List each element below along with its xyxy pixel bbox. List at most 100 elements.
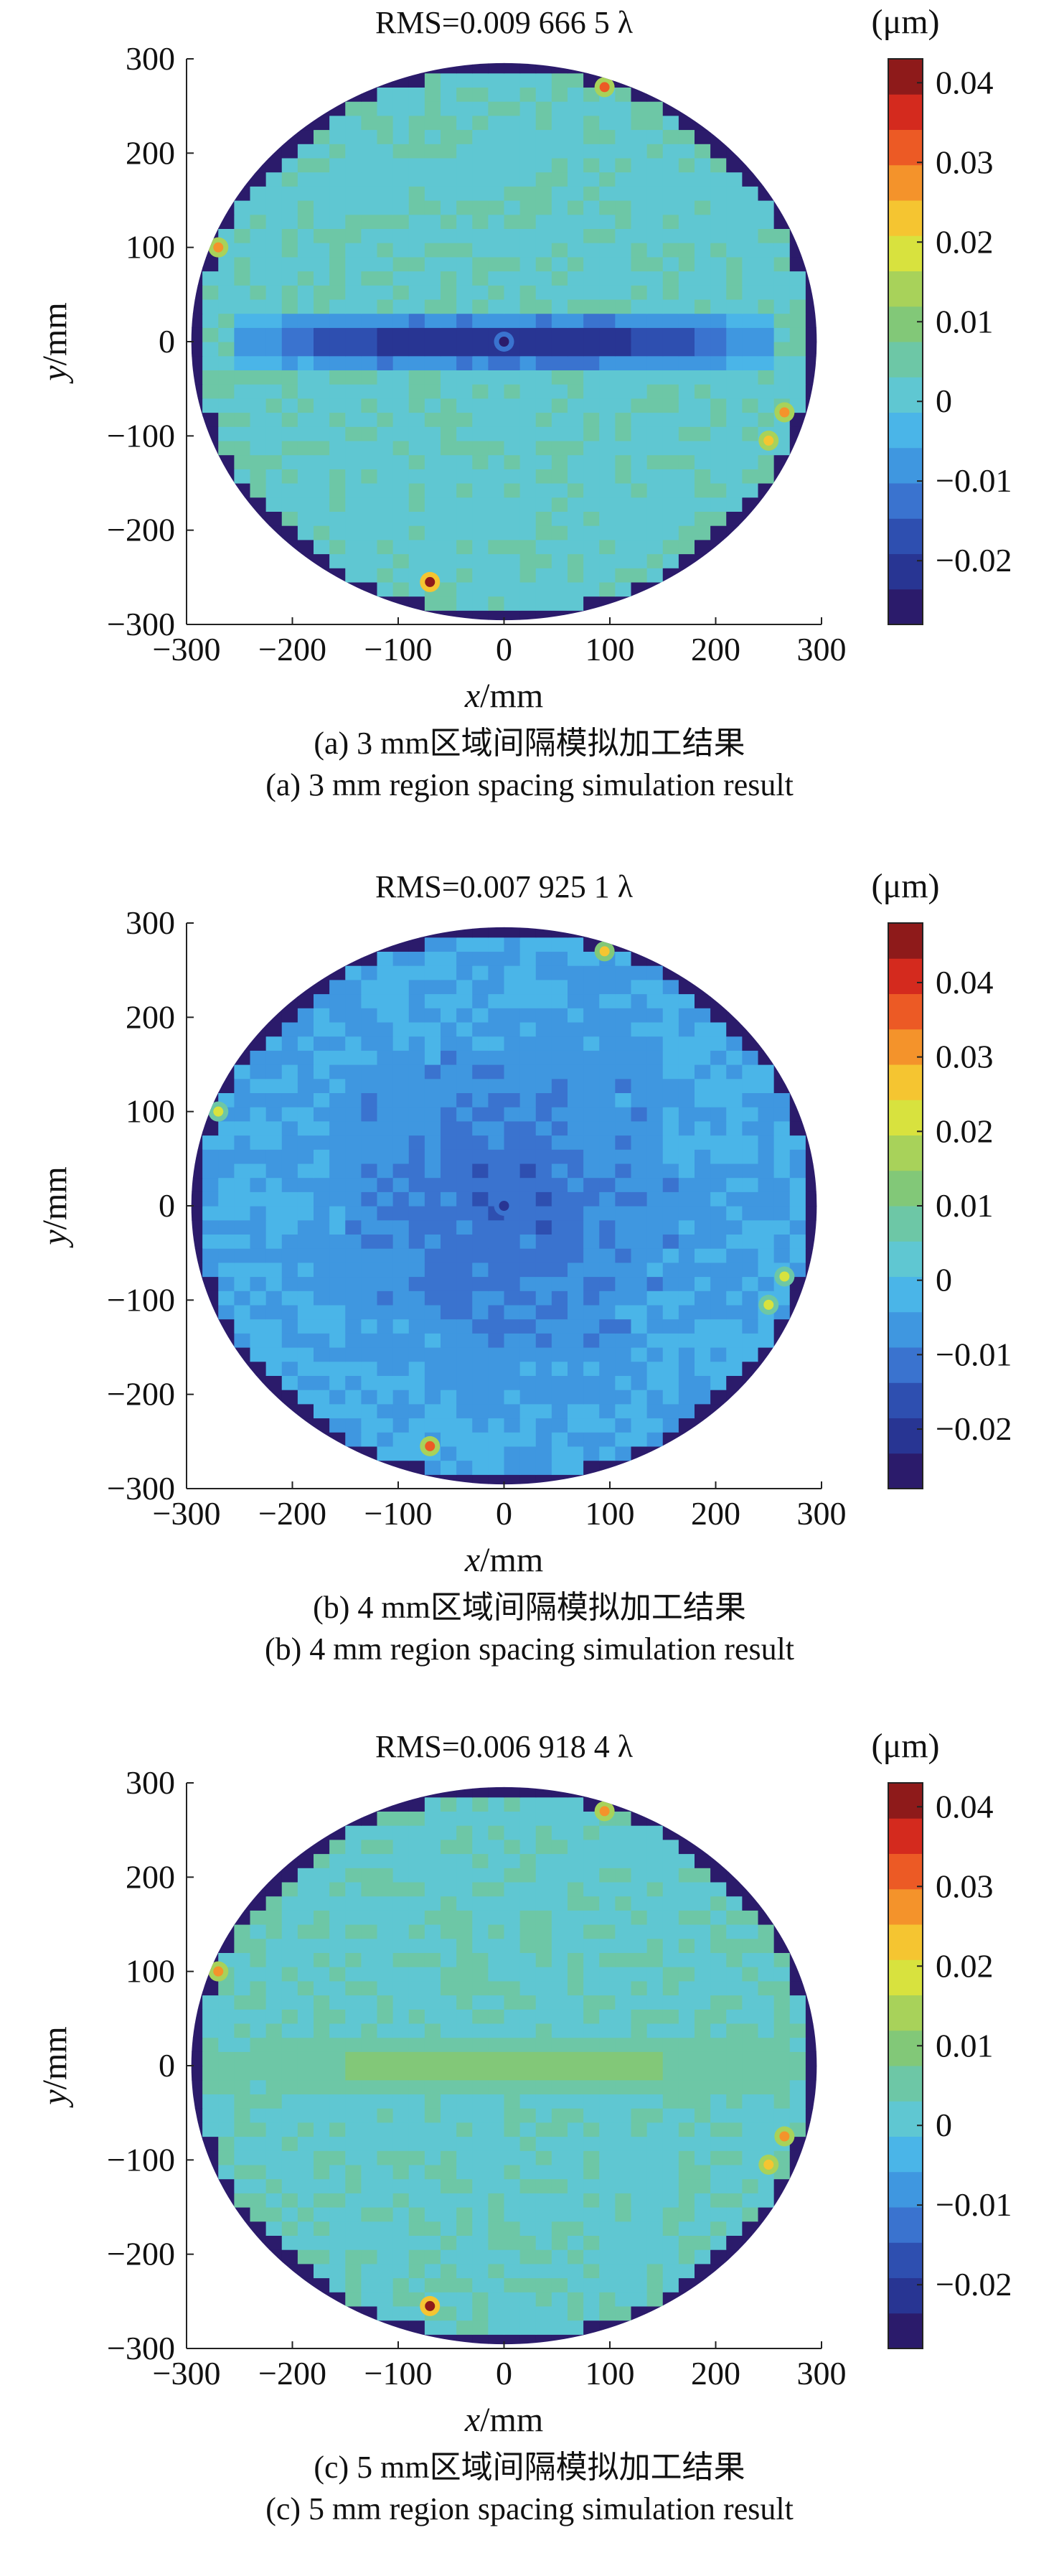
heatmap-cell <box>663 1981 679 1995</box>
heatmap-cell <box>504 2193 521 2207</box>
heatmap-cell <box>345 1967 362 1981</box>
heatmap-cell <box>202 1474 219 1489</box>
heatmap-cell <box>742 994 758 1008</box>
heatmap-cell <box>615 469 631 483</box>
heatmap-cell <box>790 2320 806 2335</box>
heatmap-cell <box>409 2038 425 2052</box>
heatmap-cell <box>583 186 600 200</box>
heatmap-cell <box>583 2264 600 2278</box>
heatmap-cell <box>806 299 822 314</box>
heatmap-cell <box>790 299 806 314</box>
heatmap-cell <box>615 370 631 384</box>
heatmap-cell <box>599 1277 616 1291</box>
heatmap-cell <box>710 1163 727 1178</box>
heatmap-cell <box>361 2080 377 2094</box>
heatmap-cell <box>631 1347 648 1362</box>
heatmap-cell <box>504 1461 521 1475</box>
heatmap-cell <box>742 1939 758 1953</box>
heatmap-cell <box>583 1432 600 1446</box>
heatmap-cell <box>679 2066 695 2080</box>
heatmap-cell <box>663 384 679 398</box>
heatmap-cell <box>187 469 203 483</box>
heatmap-cell <box>329 1079 346 1093</box>
heatmap-cell <box>806 186 822 200</box>
heatmap-cell <box>488 158 504 172</box>
heatmap-cell <box>520 2179 537 2193</box>
heatmap-cell <box>488 1036 504 1051</box>
heatmap-cell <box>615 596 631 611</box>
heatmap-cell <box>583 243 600 257</box>
heatmap-cell <box>456 1291 473 1305</box>
heatmap-cell <box>710 2009 727 2023</box>
heatmap-cell <box>552 1868 568 1882</box>
heatmap-cell <box>647 1206 664 1220</box>
heatmap-cell <box>679 243 695 257</box>
heatmap-cell <box>250 1783 267 1797</box>
heatmap-cell <box>520 511 537 525</box>
heatmap-cell <box>758 1404 775 1418</box>
heatmap-cell <box>456 2051 473 2066</box>
heatmap-cell <box>536 2179 552 2193</box>
heatmap-cell <box>234 1234 250 1248</box>
heatmap-cell <box>488 1840 504 1854</box>
heatmap-cell <box>218 1840 235 1854</box>
heatmap-cell <box>488 1474 504 1489</box>
heatmap-cell <box>504 923 521 937</box>
heatmap-cell <box>409 1163 425 1178</box>
heatmap-cell <box>710 1474 727 1489</box>
heatmap-cell <box>583 356 600 370</box>
heatmap-cell <box>695 2038 711 2052</box>
heatmap-cell <box>758 1248 775 1263</box>
heatmap-cell <box>631 370 648 384</box>
heatmap-cell <box>282 1783 298 1797</box>
heatmap-cell <box>663 1432 679 1446</box>
heatmap-cell <box>695 2207 711 2221</box>
heatmap-cell <box>393 2193 410 2207</box>
heatmap-cell <box>409 1079 425 1093</box>
heatmap-cell <box>615 1404 631 1418</box>
heatmap-cell <box>710 1347 727 1362</box>
heatmap-cell <box>298 610 314 624</box>
heatmap-cell <box>631 1868 648 1882</box>
heatmap-cell <box>456 2137 473 2151</box>
heatmap-cell <box>456 923 473 937</box>
heatmap-cell <box>647 2080 664 2094</box>
heatmap-cell <box>488 314 504 328</box>
heatmap-cell <box>631 2066 648 2080</box>
heatmap-cell <box>504 2264 521 2278</box>
heatmap-cell <box>695 1234 711 1248</box>
heatmap-cell <box>536 1347 552 1362</box>
heatmap-cell <box>615 980 631 994</box>
heatmap-cell <box>234 540 250 554</box>
heatmap-cell <box>282 215 298 229</box>
heatmap-cell <box>441 951 457 965</box>
heatmap-cell <box>361 228 377 243</box>
heatmap-cell <box>790 2023 806 2038</box>
heatmap-cell <box>552 1461 568 1475</box>
heatmap-cell <box>314 1022 330 1036</box>
heatmap-cell <box>298 1036 314 1051</box>
heatmap-cell <box>663 1248 679 1263</box>
heatmap-cell <box>726 299 743 314</box>
heatmap-cell <box>806 1924 822 1939</box>
heatmap-cell <box>504 1135 521 1150</box>
heatmap-cell <box>488 1461 504 1475</box>
heatmap-cell <box>726 1404 743 1418</box>
heatmap-cell <box>710 2278 727 2292</box>
heatmap-cell <box>774 1362 791 1376</box>
heatmap-cell <box>234 497 250 512</box>
heatmap-cell <box>314 73 330 88</box>
heatmap-cell <box>710 497 727 512</box>
heatmap-cell <box>425 1248 441 1263</box>
heatmap-cell <box>710 1362 727 1376</box>
heatmap-cell <box>298 228 314 243</box>
colorbar-step <box>888 306 923 342</box>
heatmap-cell <box>298 1418 314 1433</box>
heatmap-cell <box>441 1305 457 1319</box>
heatmap-cell <box>234 314 250 328</box>
heatmap-cell <box>202 937 219 952</box>
heatmap-cell <box>568 1390 584 1404</box>
heatmap-cell <box>361 1432 377 1446</box>
heatmap-cell <box>393 314 410 328</box>
heatmap-cell <box>329 426 346 441</box>
